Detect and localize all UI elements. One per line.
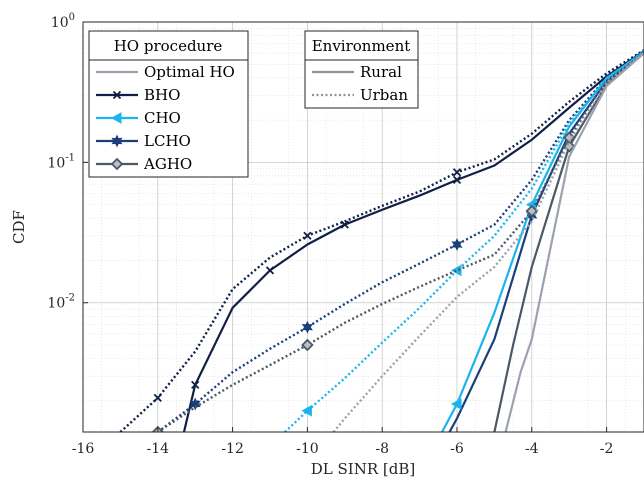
legend-entry: AGHO — [96, 155, 192, 173]
data-point-marker — [301, 404, 312, 417]
data-point-marker — [112, 90, 122, 100]
legend-label: BHO — [144, 86, 180, 104]
data-point-marker — [340, 220, 349, 229]
legend-label: Optimal HO — [144, 63, 235, 81]
data-point-marker — [153, 393, 162, 403]
marker-stroke — [153, 393, 162, 403]
data-point-marker — [111, 134, 123, 148]
data-point-marker — [452, 175, 462, 185]
series-optimal-ho-urban — [332, 52, 644, 432]
series-bho-urban — [119, 49, 644, 432]
data-point-marker — [265, 266, 275, 275]
series-agho-urban — [151, 52, 644, 432]
legend-title: HO procedure — [114, 37, 223, 55]
marker-stroke — [452, 175, 462, 185]
x-tick-label: -10 — [296, 441, 319, 457]
legend-box — [88, 30, 249, 178]
marker-stroke — [112, 90, 122, 100]
legend-label: CHO — [144, 109, 181, 127]
data-point-marker — [452, 168, 462, 177]
series-optimal-ho-rural — [504, 52, 644, 432]
legend-title: Environment — [312, 37, 411, 55]
marker-stroke — [340, 220, 349, 229]
x-tick-label: -14 — [147, 441, 170, 457]
data-point-marker — [301, 320, 313, 334]
marker-stroke — [191, 380, 200, 390]
y-axis-label: CDF — [10, 210, 28, 244]
y-tick-label: 10-2 — [47, 293, 75, 312]
series-line — [157, 52, 644, 432]
x-tick-label: -8 — [375, 441, 389, 457]
legend-entry: Urban — [312, 86, 408, 104]
data-point-marker — [301, 338, 314, 352]
legend-environment: Environment Rural Urban — [304, 30, 419, 109]
x-tick-label: -6 — [450, 441, 464, 457]
data-point-marker — [450, 264, 462, 277]
legend-entry: BHO — [96, 86, 180, 104]
series-line — [332, 52, 644, 432]
series-line — [157, 50, 644, 432]
data-point-marker — [189, 397, 201, 411]
tick-layer: -16 -14 -12 -10 -8 -6 -4 -2 10-2 10-1 100 — [47, 12, 613, 457]
y-tick-label: 100 — [51, 12, 75, 31]
x-tick-label: -16 — [72, 441, 95, 457]
legend-entry: Optimal HO — [96, 63, 235, 81]
legend-entry: CHO — [96, 109, 181, 127]
x-axis-label: DL SINR [dB] — [311, 460, 415, 478]
data-point-marker — [303, 231, 312, 240]
data-point-marker — [191, 380, 200, 390]
legend-ho-procedure: HO procedure Optimal HO BHO CHO LCHO AGHO — [88, 30, 249, 178]
series-bho-rural — [182, 50, 644, 432]
series-lcho-urban — [157, 50, 644, 432]
legend-entry: LCHO — [96, 132, 191, 150]
legend-label: Urban — [360, 86, 408, 104]
legend-label: Rural — [360, 63, 402, 81]
x-tick-label: -4 — [525, 441, 539, 457]
series-line — [504, 52, 644, 432]
data-point-marker — [451, 238, 463, 251]
marker-stroke — [452, 168, 462, 177]
x-tick-label: -2 — [600, 441, 614, 457]
legend-box — [304, 30, 419, 109]
legend-label: LCHO — [144, 132, 191, 150]
marker-stroke — [265, 266, 275, 275]
series-layer — [119, 49, 644, 432]
data-point-marker — [450, 398, 462, 410]
marker-stroke — [303, 231, 312, 240]
legend-entry: Rural — [312, 63, 402, 81]
series-line — [119, 49, 644, 432]
data-point-marker — [110, 112, 122, 124]
series-line — [182, 50, 644, 432]
x-tick-label: -12 — [221, 441, 244, 457]
legend-label: AGHO — [143, 155, 192, 173]
data-point-marker — [110, 157, 124, 171]
plot-frame — [82, 21, 644, 433]
y-tick-label: 10-1 — [47, 152, 75, 171]
